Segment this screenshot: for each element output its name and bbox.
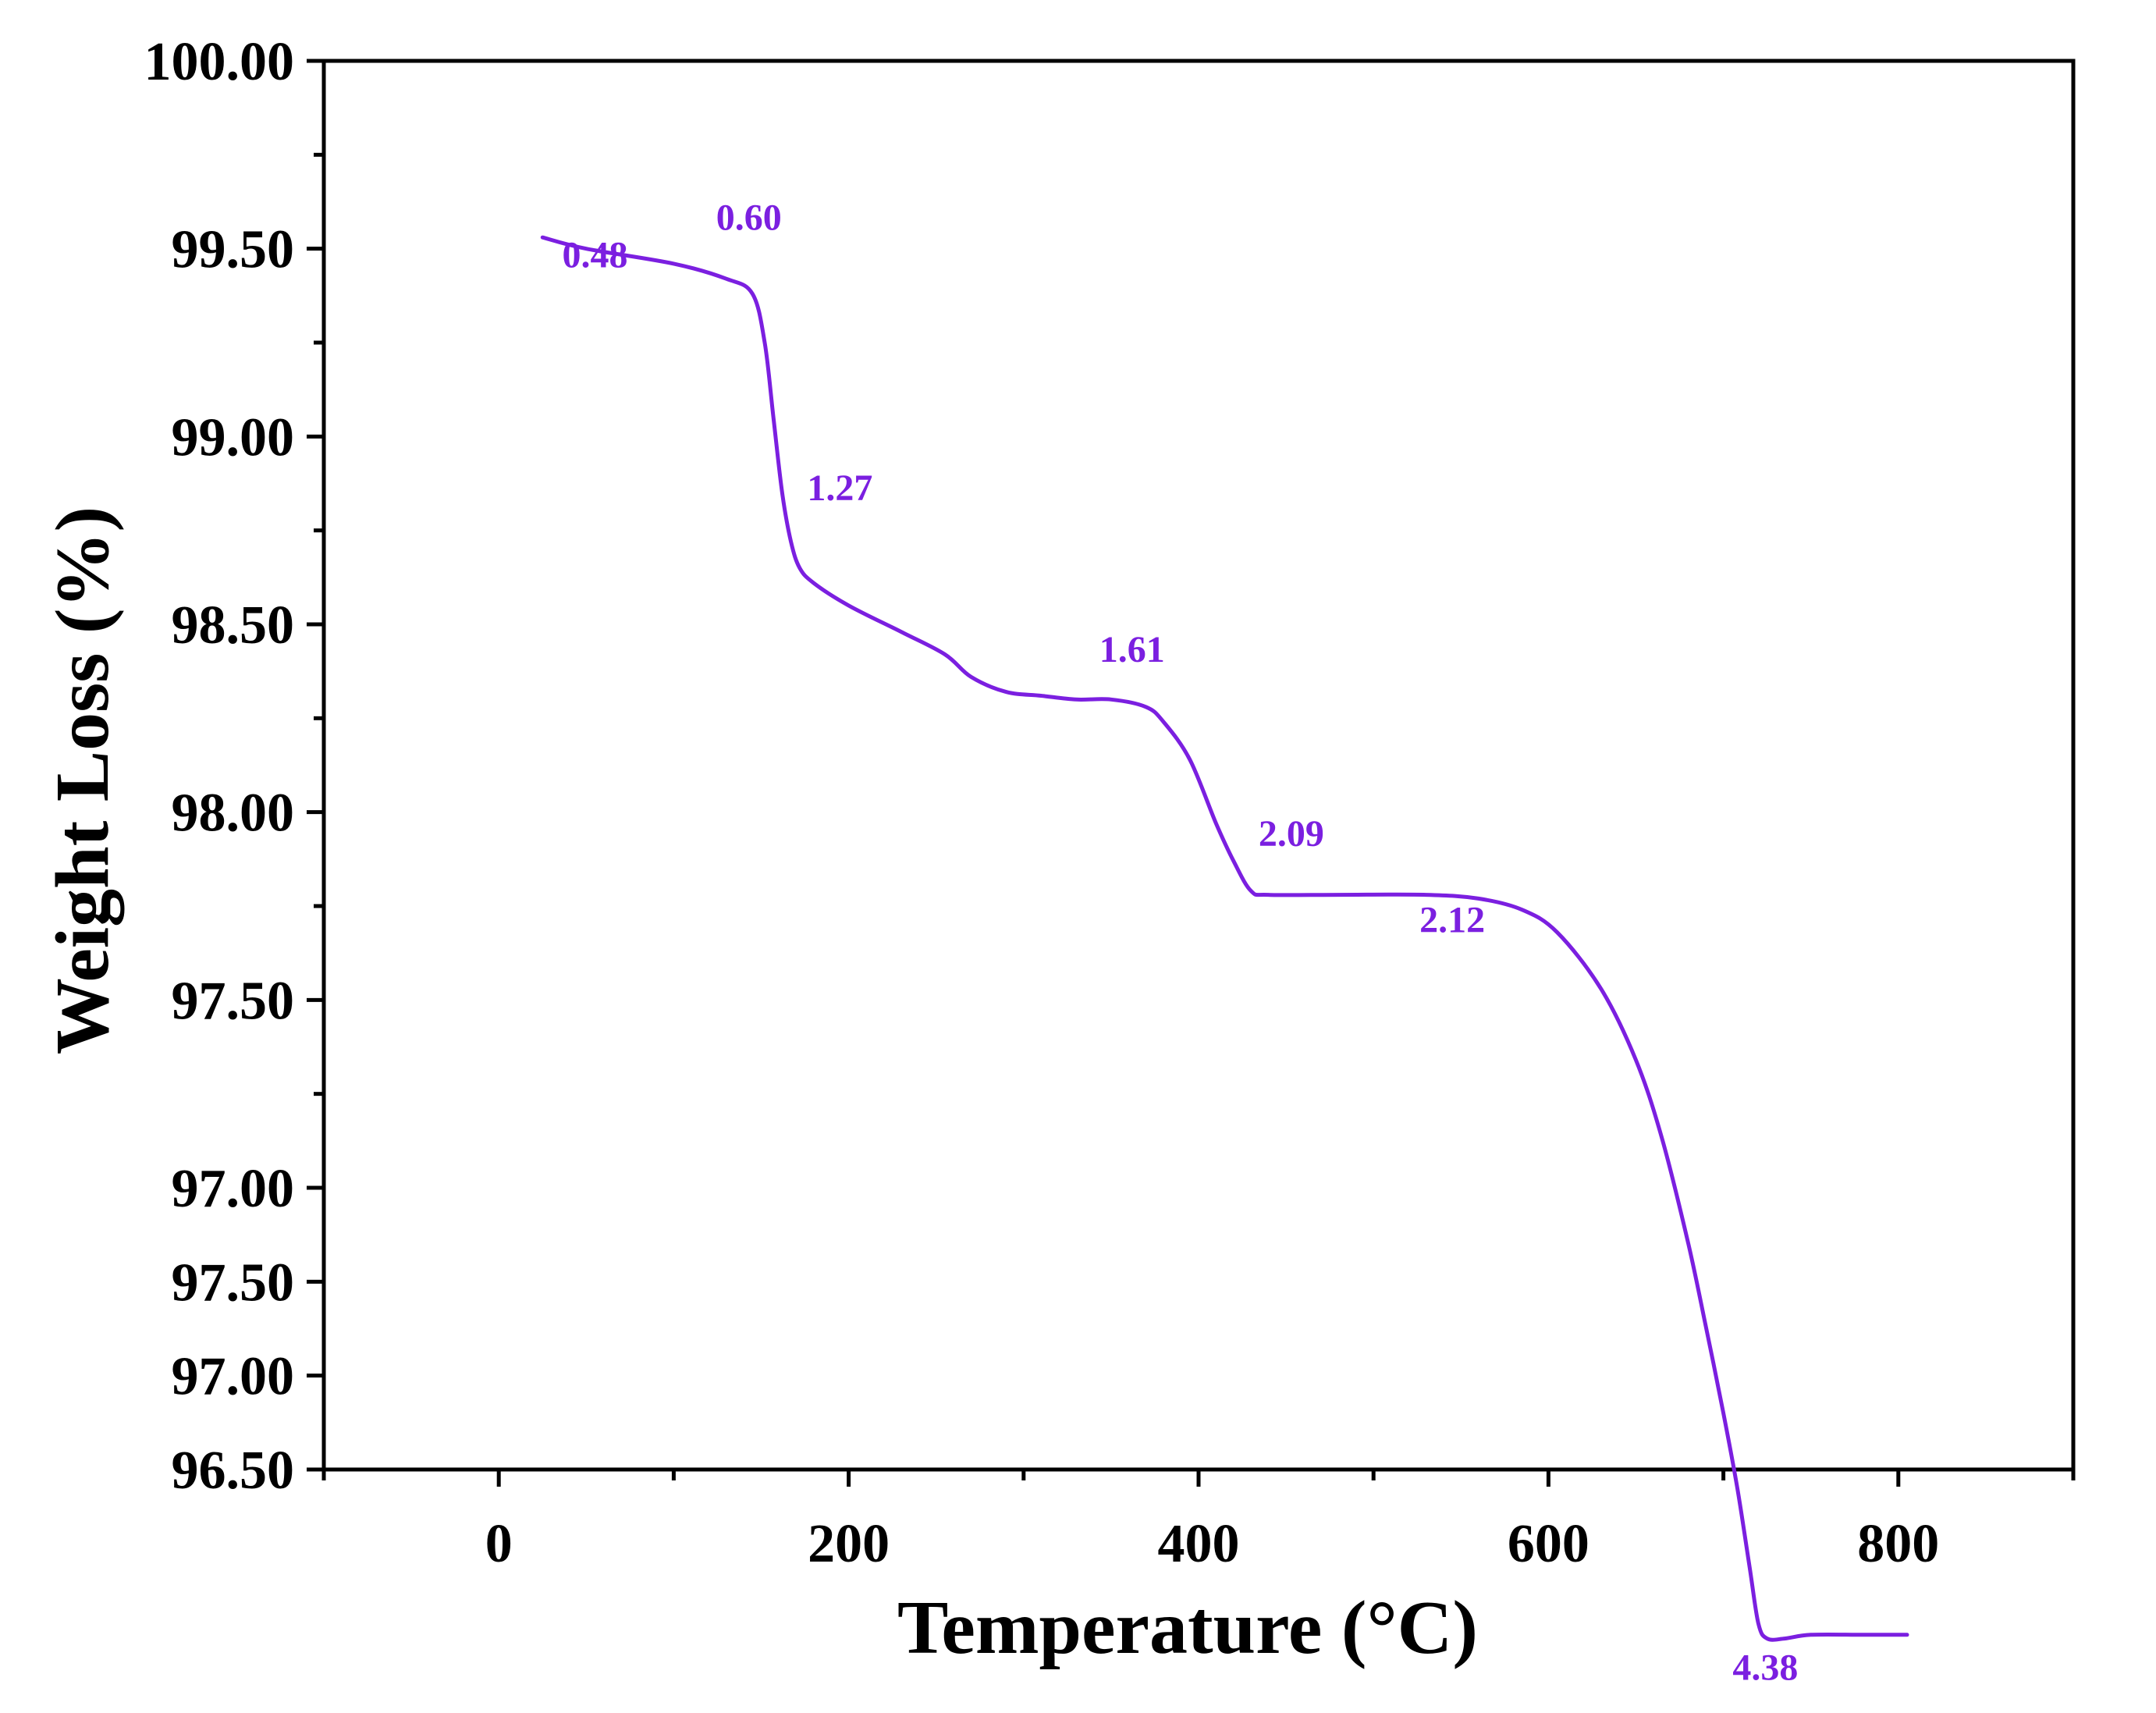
series-line-tga: [540, 235, 1909, 1642]
annotation-label: 1.61: [1099, 629, 1165, 670]
annotation-label: 2.09: [1259, 813, 1324, 855]
y-tick-label: 97.00: [172, 1347, 295, 1407]
y-tick-label: 97.50: [172, 971, 295, 1031]
x-tick-label: 200: [808, 1514, 890, 1574]
y-tick-label: 100.00: [144, 32, 295, 92]
y-tick-label: 97.00: [172, 1159, 295, 1219]
y-tick-label: 97.50: [172, 1253, 295, 1313]
y-tick-label: 98.00: [172, 784, 295, 844]
annotation-label: 0.60: [716, 197, 782, 239]
annotation-label: 2.12: [1419, 900, 1485, 941]
annotation-label: 1.27: [807, 467, 872, 509]
annotation-label: 0.48: [563, 235, 628, 276]
y-tick-label: 96.50: [172, 1441, 295, 1501]
annotations: 0.48 0.60 1.27 1.61 2.09 2.12 4.38: [563, 197, 1799, 1689]
y-axis-title: Weight Loss (%): [41, 506, 125, 1054]
x-tick-labels: 0 200 400 600 800: [485, 1514, 1940, 1574]
x-tick-label: 0: [485, 1514, 513, 1574]
y-tick-label: 98.50: [172, 595, 295, 656]
x-axis-title: Temperature (°C): [897, 1586, 1478, 1670]
ticks-layer: [307, 59, 2076, 1487]
x-tick-label: 800: [1857, 1514, 1939, 1574]
annotation-label: 4.38: [1732, 1647, 1798, 1689]
y-tick-label: 99.00: [172, 407, 295, 467]
x-tick-label: 600: [1508, 1514, 1589, 1574]
y-tick-labels: 100.00 99.50 99.00 98.50 98.00 97.50 97.00 97.5…: [144, 32, 295, 1501]
x-tick-label: 400: [1158, 1514, 1240, 1574]
y-tick-label: 99.50: [172, 220, 295, 280]
